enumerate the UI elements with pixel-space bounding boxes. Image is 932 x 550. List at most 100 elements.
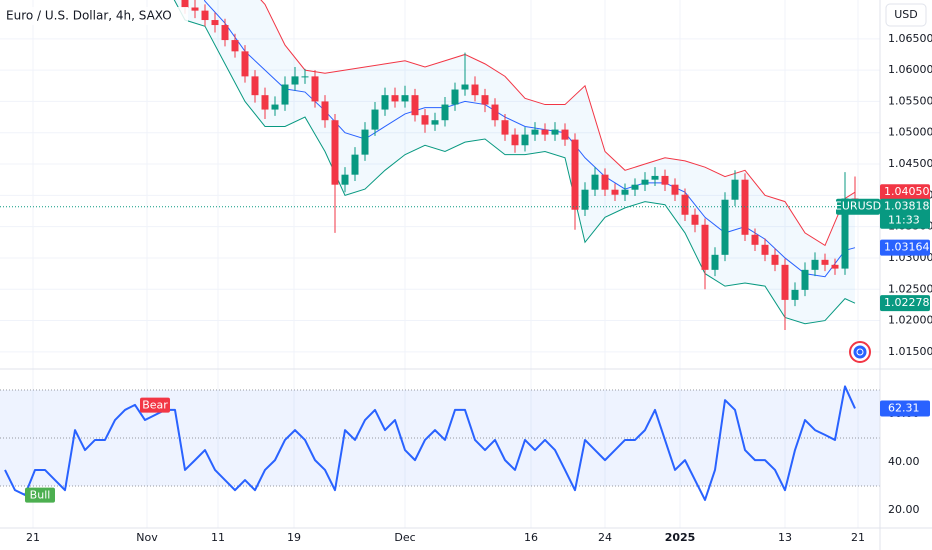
band-line: [173, 0, 856, 325]
candle-body: [351, 154, 359, 175]
logo-icon: [849, 341, 871, 363]
signal-label: Bear: [142, 399, 168, 412]
candle-body: [521, 134, 529, 146]
candle-body: [201, 10, 209, 21]
candle-body: [581, 189, 589, 210]
rsi-line: [4, 385, 856, 501]
candle-body: [341, 174, 349, 185]
candle-body: [751, 234, 759, 245]
price-tag: [880, 239, 930, 256]
price-pane: [0, 0, 880, 330]
price-tag-label: 1.02278: [884, 296, 930, 309]
candle-body: [411, 95, 419, 116]
x-tick-label: 13: [778, 531, 792, 544]
x-tick-label: 21: [26, 531, 40, 544]
candle-body: [621, 189, 629, 195]
price-tag-label: 1.04050: [884, 185, 930, 198]
grid: [0, 0, 880, 528]
signal-label: Bull: [30, 489, 51, 502]
candle-body: [311, 76, 319, 102]
price-tag: [880, 295, 930, 312]
x-tick-label: 11: [211, 531, 225, 544]
candle-body: [571, 139, 579, 210]
candle-body: [761, 244, 769, 255]
y-tick-label: 1.02500: [888, 282, 932, 295]
candle-body: [701, 224, 709, 270]
x-tick-label: 2025: [665, 531, 696, 544]
chart-title: Euro / U.S. Dollar, 4h, SAXO: [6, 9, 172, 23]
candle-body: [611, 189, 619, 195]
candle-body: [231, 40, 239, 52]
candle-body: [381, 95, 389, 110]
candle-body: [401, 95, 409, 102]
y-tick-label: 1.04500: [888, 157, 932, 170]
y-tick-label: 1.02000: [888, 314, 932, 327]
x-tick-label: 19: [287, 531, 301, 544]
price-tag: [880, 184, 930, 201]
candle-body: [481, 95, 489, 105]
candle-body: [641, 179, 649, 185]
candle-body: [711, 254, 719, 270]
candle-body: [211, 20, 219, 26]
symbol-label: EURUSD: [835, 200, 881, 213]
candle-body: [431, 120, 439, 125]
axes: 21 Nov 11 19 Dec 16 24 2025 13 21 1.01500 1.02000 1.…: [26, 32, 932, 544]
y-tick-label: 40.00: [888, 455, 920, 468]
candle-body: [551, 129, 559, 135]
price-tag: [880, 198, 930, 229]
symbol-tag: [836, 198, 880, 215]
candle-body: [261, 95, 269, 110]
candle-body: [731, 179, 739, 200]
candle-body: [801, 269, 809, 290]
candle-body: [371, 109, 379, 130]
candle-body: [601, 174, 609, 190]
candle-body: [661, 175, 669, 185]
price-tag-label: 1.03818: [884, 200, 930, 213]
y-tick-label: 1.05500: [888, 94, 932, 107]
candle-body: [721, 199, 729, 255]
candle-body: [471, 84, 479, 96]
candle-body: [251, 76, 259, 96]
candle-body: [441, 104, 449, 121]
candle-body: [841, 198, 849, 269]
x-tick-label: 24: [598, 531, 612, 544]
candle-body: [781, 264, 789, 300]
candle-body: [791, 289, 799, 300]
candle-body: [301, 76, 309, 78]
signal-label-bg: [140, 397, 170, 413]
candle-body: [331, 120, 339, 185]
countdown: 11:33: [888, 214, 920, 227]
candle-body: [691, 214, 699, 225]
candle-body: [681, 194, 689, 215]
candle-body: [241, 51, 249, 77]
signal-label-bg: [25, 487, 55, 503]
candle-body: [281, 84, 289, 105]
y-tick-label: 20.00: [888, 503, 920, 516]
candle-body: [821, 259, 829, 265]
candle-body: [191, 7, 199, 11]
candle-body: [451, 89, 459, 105]
candle-body: [811, 259, 819, 270]
candle-body: [771, 254, 779, 265]
candle-body: [221, 25, 229, 41]
candle-body: [531, 129, 539, 135]
candle-body: [321, 101, 329, 121]
candle-body: [291, 76, 299, 85]
x-tick-label: 21: [851, 531, 865, 544]
candle-body: [651, 175, 659, 180]
candle-body: [271, 104, 279, 110]
candle-body: [421, 115, 429, 125]
band-fill: [174, 0, 855, 324]
currency[interactable]: USD: [894, 8, 918, 21]
band-line: [260, 0, 856, 247]
y-tick-label: 1.01500: [888, 345, 932, 358]
y-tick-label: 1.05000: [888, 126, 932, 139]
rsi-pane: Bull Bear: [0, 385, 880, 503]
x-tick-label: Dec: [394, 531, 415, 544]
currency-button[interactable]: [885, 3, 927, 27]
x-tick-label: Nov: [136, 531, 158, 544]
rsi-tag: [880, 400, 930, 417]
candle-body: [561, 129, 569, 140]
candle-body: [591, 174, 599, 190]
